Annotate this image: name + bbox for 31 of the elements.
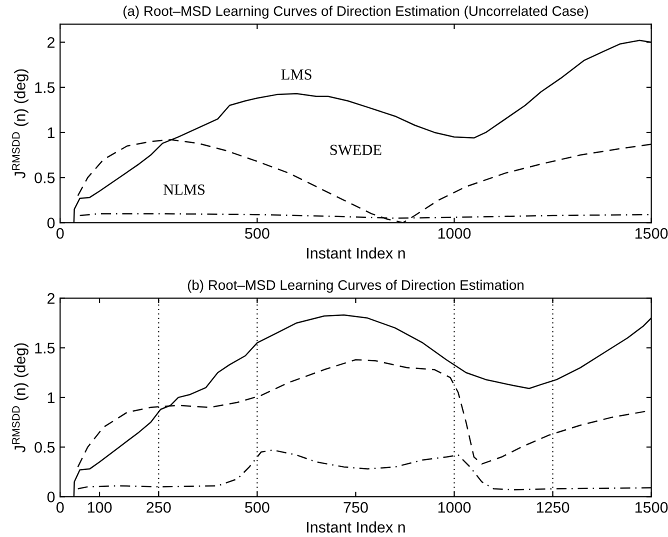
y-tick-label: 1 — [48, 127, 55, 138]
text: SWEDE — [330, 144, 382, 156]
x-tick-label: 500 — [245, 228, 270, 239]
series-label: LMS — [281, 69, 312, 80]
chart-title: (b) Root–MSD Learning Curves of Direction Estimation — [188, 280, 524, 293]
x-axis-title: Instant Index n — [307, 521, 405, 533]
x-tick-label: 1000 — [438, 502, 471, 513]
y-axis-title: J$^{RMSDD}$ (n) (deg) — [12, 69, 28, 178]
x-tick-label: 0 — [56, 228, 64, 239]
y-tick-label: 1 — [48, 392, 55, 403]
x-tick-label: 1500 — [635, 228, 668, 239]
series-label: NLMS — [163, 184, 205, 195]
y-tick-label: 1.5 — [35, 342, 55, 354]
x-tick-label: 0 — [56, 502, 64, 513]
x-tick-label: 250 — [146, 502, 171, 513]
x-tick-label: 1250 — [536, 502, 570, 513]
y-tick-label: 0 — [47, 218, 55, 228]
y-tick-label: 2 — [48, 37, 54, 48]
y-tick-label: 0 — [47, 492, 55, 502]
x-tick-label: 500 — [245, 502, 270, 513]
chart-title: (a) Root–MSD Learning Curves of Direction Estimation (Uncorrelated Case) — [123, 6, 588, 19]
y-tick-label: 0.5 — [34, 442, 55, 453]
y-tick-label: 0.5 — [34, 172, 55, 184]
x-tick-label: 100 — [88, 502, 112, 513]
y-axis-title: J$^{RMSDD}$ (n) (deg) — [12, 343, 28, 452]
x-tick-label: 1000 — [438, 228, 471, 239]
y-tick-label: 1.5 — [35, 82, 55, 94]
x-tick-label: 750 — [344, 502, 368, 513]
x-axis-title: Instant Index n — [307, 247, 405, 259]
y-tick-label: 2 — [48, 293, 54, 304]
x-tick-label: 1500 — [635, 502, 668, 513]
